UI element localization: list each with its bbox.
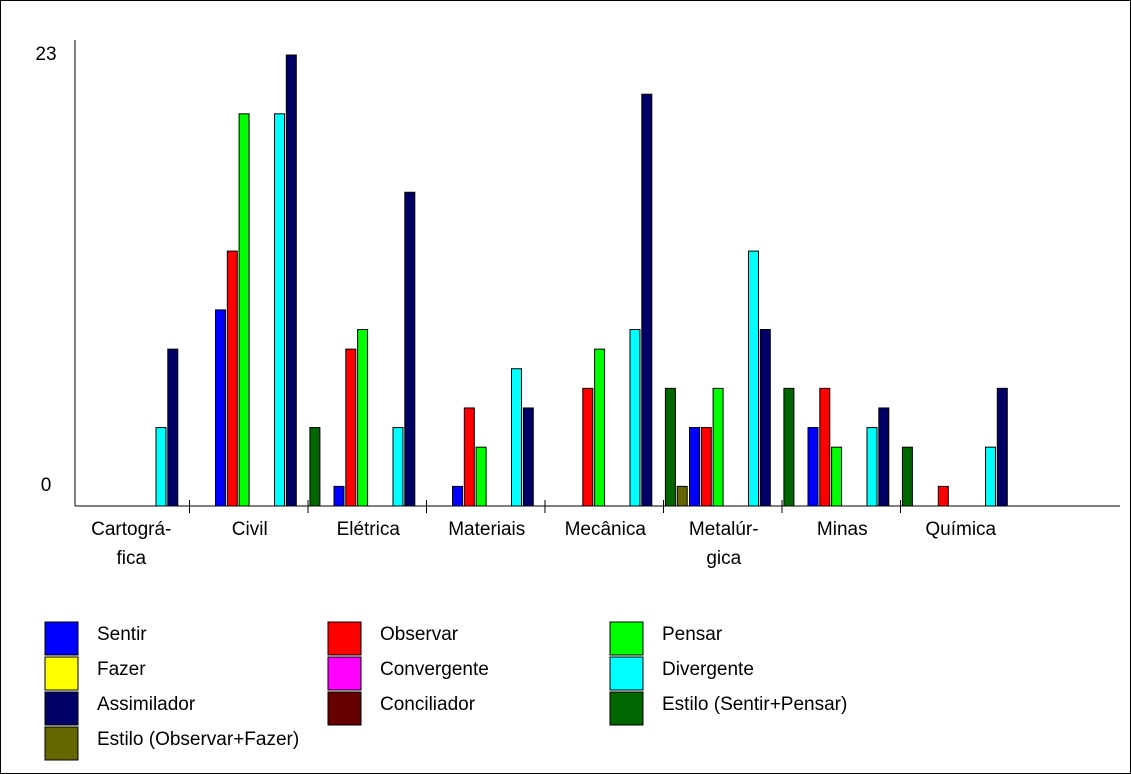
legend-swatch [327,691,362,726]
bar [475,446,487,507]
bar [511,368,522,507]
bar [333,485,345,507]
x-tick-label: Civil [232,519,268,540]
bar [345,348,357,507]
bar [404,191,416,507]
bar [285,54,297,507]
bar [664,387,676,507]
bar [901,446,913,507]
bar [996,387,1008,507]
legend-label: Convergente [380,659,489,680]
legend-swatch [609,621,644,656]
bar [226,250,238,507]
bar [594,348,606,507]
x-tick-label: fica [116,548,146,569]
legend-swatch [327,621,362,656]
bar [937,485,949,507]
legend-label: Divergente [662,659,754,680]
legend-swatch [609,691,644,726]
legend-swatch [44,726,79,761]
bar [712,387,724,507]
legend-swatch [327,656,362,691]
bar [452,485,463,507]
bar [807,427,819,507]
bar [309,427,321,507]
bar [676,485,688,507]
legend-swatch [44,621,79,656]
legend-label: Sentir [97,624,147,645]
x-tick-label: Materiais [448,519,525,540]
legend-label: Observar [380,624,459,645]
bar [167,348,179,507]
legend-label: Estilo (Sentir+Pensar) [662,694,847,715]
x-tick-label: Metalúr- [689,519,759,540]
bar [748,250,759,507]
bar [819,387,831,507]
bar [274,113,285,507]
bar [582,387,594,507]
legend-label: Estilo (Observar+Fazer) [97,729,299,750]
bar [392,427,404,507]
bar [155,427,167,507]
legend-swatch [44,656,79,691]
legend-label: Conciliador [380,694,476,715]
legend-swatch [44,691,79,726]
bar [700,427,712,507]
legend-label: Assimilador [97,694,196,715]
x-tick-label: Cartográ- [91,519,171,540]
bar [783,387,795,507]
y-tick-label: 0 [41,475,52,496]
legend-swatch [609,656,644,691]
x-tick-label: Minas [817,519,868,540]
bar [866,427,878,507]
bar [641,93,653,507]
bar [357,329,369,507]
bar [878,407,890,507]
bar [759,329,771,507]
bar [522,407,534,507]
x-tick-label: Química [925,519,996,540]
legend-label: Fazer [97,659,146,680]
bar [831,446,843,507]
y-tick-label: 23 [35,44,56,65]
x-tick-label: gica [706,548,741,569]
bar [629,329,641,507]
bar [238,113,250,507]
legend-label: Pensar [662,624,723,645]
bar [985,446,996,507]
bar [463,407,475,507]
bar [689,427,700,507]
x-tick-label: Elétrica [337,519,401,540]
bar [215,309,226,507]
x-tick-label: Mecânica [565,519,647,540]
